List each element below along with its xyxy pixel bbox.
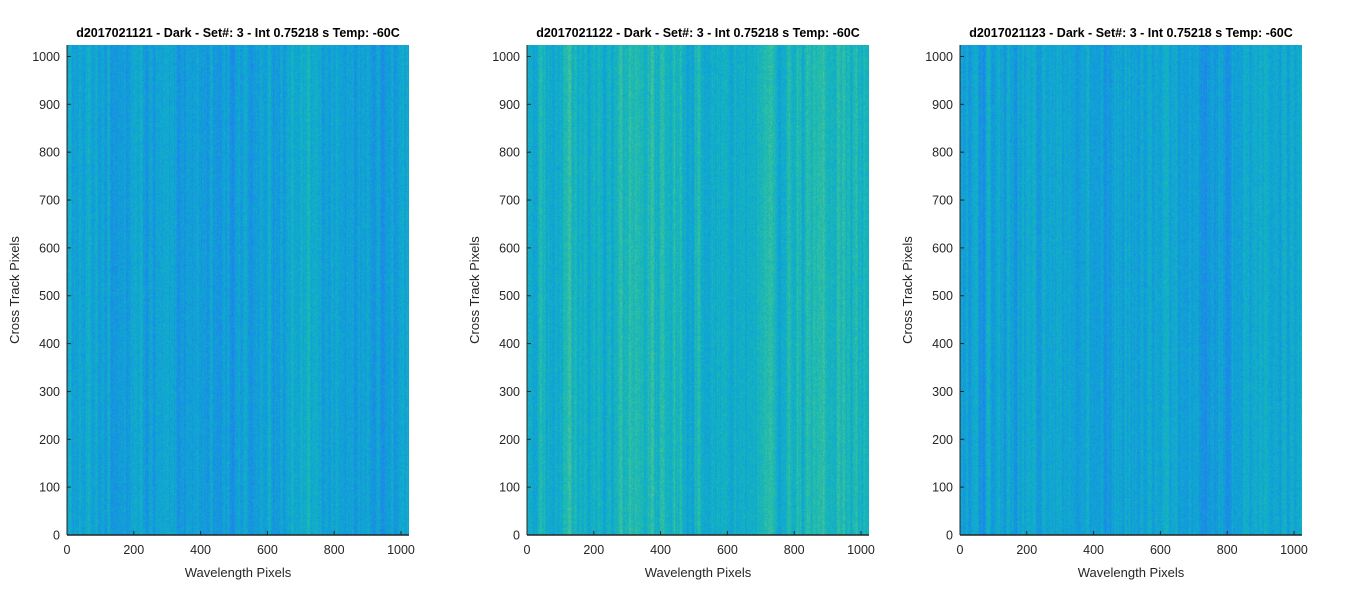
y-tick-label: 400: [499, 337, 520, 351]
x-tick-label: 1000: [1280, 543, 1308, 557]
y-tick-label: 300: [499, 385, 520, 399]
y-tick-label: 400: [39, 337, 60, 351]
x-tick-label: 200: [583, 543, 604, 557]
y-tick-label: 600: [932, 241, 953, 255]
x-tick-label: 0: [64, 543, 71, 557]
y-tick-label: 500: [932, 289, 953, 303]
heatmap-panel-2: 0 200 400 600 800 1000 0 100 200 300 400 500 600 700 8…: [467, 26, 875, 580]
y-tick-label: 0: [946, 529, 953, 543]
x-tick-label: 600: [1150, 543, 1171, 557]
x-tick-label: 1000: [387, 543, 415, 557]
x-tick-label: 0: [957, 543, 964, 557]
chart-title: d2017021121 - Dark - Set#: 3 - Int 0.752…: [76, 26, 400, 40]
y-tick-label: 1000: [925, 50, 953, 64]
y-tick-label: 300: [932, 385, 953, 399]
y-tick-label: 0: [53, 529, 60, 543]
y-axis-label: Cross Track Pixels: [467, 236, 482, 344]
x-tick-label: 400: [190, 543, 211, 557]
x-tick-label: 800: [784, 543, 805, 557]
x-axis-label: Wavelength Pixels: [1078, 565, 1185, 580]
y-tick-label: 100: [499, 481, 520, 495]
y-tick-label: 0: [513, 529, 520, 543]
y-tick-label: 700: [39, 194, 60, 208]
y-tick-label: 100: [932, 481, 953, 495]
y-tick-label: 400: [932, 337, 953, 351]
heatmap-image: [960, 45, 1302, 535]
chart-title: d2017021123 - Dark - Set#: 3 - Int 0.752…: [969, 26, 1293, 40]
y-tick-label: 500: [39, 289, 60, 303]
heatmap-image: [527, 45, 869, 535]
y-axis-label: Cross Track Pixels: [900, 236, 915, 344]
x-tick-label: 200: [1016, 543, 1037, 557]
x-tick-label: 200: [123, 543, 144, 557]
y-tick-label: 600: [39, 241, 60, 255]
y-tick-label: 200: [932, 433, 953, 447]
y-tick-label: 700: [932, 194, 953, 208]
x-axis-label: Wavelength Pixels: [645, 565, 752, 580]
x-tick-label: 600: [257, 543, 278, 557]
y-tick-label: 800: [39, 146, 60, 160]
y-tick-label: 900: [499, 98, 520, 112]
y-tick-label: 900: [39, 98, 60, 112]
x-tick-label: 600: [717, 543, 738, 557]
y-tick-label: 700: [499, 194, 520, 208]
x-tick-label: 1000: [847, 543, 875, 557]
y-tick-label: 100: [39, 481, 60, 495]
y-tick-label: 300: [39, 385, 60, 399]
heatmap-panel-1: 0 200 400 600 800 1000 0 100 200 300 400 500 600 700 8…: [7, 26, 415, 580]
x-tick-label: 800: [1217, 543, 1238, 557]
y-axis-label: Cross Track Pixels: [7, 236, 22, 344]
y-tick-label: 1000: [32, 50, 60, 64]
x-axis-label: Wavelength Pixels: [185, 565, 292, 580]
x-tick-label: 800: [324, 543, 345, 557]
heatmap-panel-3: 0 200 400 600 800 1000 0 100 200 300 400 500 600 700 8…: [900, 26, 1308, 580]
y-tick-label: 800: [499, 146, 520, 160]
x-tick-label: 400: [1083, 543, 1104, 557]
y-tick-label: 600: [499, 241, 520, 255]
y-tick-label: 800: [932, 146, 953, 160]
y-tick-label: 500: [499, 289, 520, 303]
x-tick-label: 0: [524, 543, 531, 557]
y-tick-label: 900: [932, 98, 953, 112]
heatmap-image: [67, 45, 409, 535]
y-tick-label: 1000: [492, 50, 520, 64]
x-tick-label: 400: [650, 543, 671, 557]
chart-title: d2017021122 - Dark - Set#: 3 - Int 0.752…: [536, 26, 860, 40]
y-tick-label: 200: [39, 433, 60, 447]
y-tick-label: 200: [499, 433, 520, 447]
